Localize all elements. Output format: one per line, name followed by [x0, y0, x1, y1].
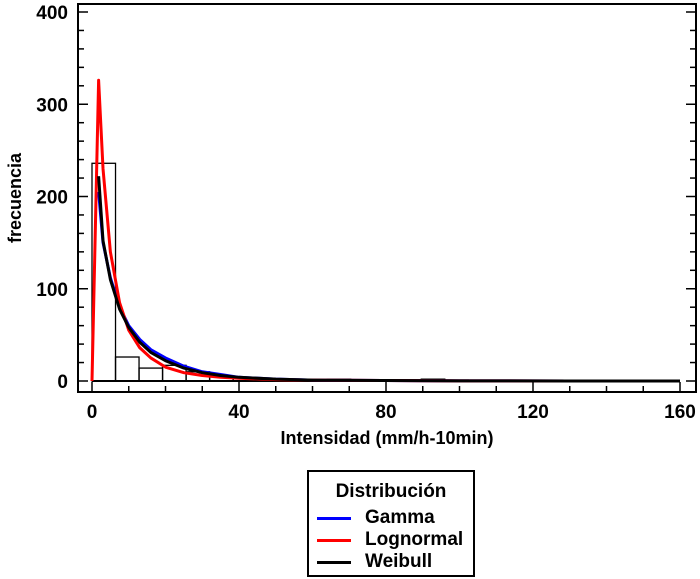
x-tick-label: 0	[87, 402, 98, 423]
distribution-curves	[90, 78, 680, 383]
histogram-bar	[138, 367, 164, 382]
x-tick-label: 80	[375, 402, 396, 423]
y-tick-label: 300	[36, 95, 68, 116]
curve-lognormal	[90, 78, 680, 383]
chart: 0 40 80 120 160 0 100 200 300 400 Intensidad (mm/…	[5, 3, 697, 448]
y-tick-label: 100	[36, 280, 68, 301]
legend-item-gamma: Gamma	[317, 507, 435, 529]
histogram-bars	[91, 162, 680, 382]
y-tick-label: 200	[36, 188, 68, 209]
legend-label: Lognormal	[365, 529, 464, 550]
legend-item-weibull: Weibull	[317, 551, 432, 573]
x-tick-label: 40	[228, 402, 249, 423]
curve-weibull	[97, 176, 680, 383]
y-tick-label: 400	[36, 3, 68, 24]
x-axis-label: Intensidad (mm/h-10min)	[280, 428, 493, 448]
axis-ticks: 0 40 80 120 160 0 100 200 300 400	[36, 3, 696, 423]
legend-label: Weibull	[365, 551, 433, 572]
legend-swatch-lognormal	[317, 538, 351, 542]
legend-item-lognormal: Lognormal	[317, 529, 463, 551]
legend-swatch-gamma	[317, 516, 351, 520]
y-axis-label: frecuencia	[5, 152, 25, 243]
legend: Distribución Gamma Lognormal Weibull	[307, 470, 475, 577]
plot-frame	[77, 3, 697, 393]
legend-title: Distribución	[335, 481, 447, 502]
histogram-bar	[114, 356, 140, 382]
curve-gamma	[97, 191, 680, 383]
y-tick-label: 0	[57, 372, 68, 393]
legend-label: Gamma	[365, 507, 435, 528]
x-tick-label: 160	[664, 402, 696, 423]
legend-swatch-weibull	[317, 560, 351, 564]
x-tick-label: 120	[517, 402, 549, 423]
